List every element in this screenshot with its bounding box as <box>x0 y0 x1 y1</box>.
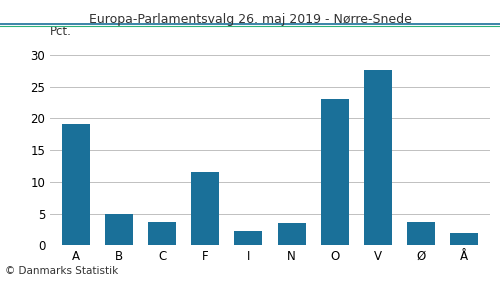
Bar <box>364 70 392 245</box>
Text: Pct.: Pct. <box>50 25 72 38</box>
Bar <box>62 124 90 245</box>
Bar <box>192 172 220 245</box>
Bar <box>278 223 305 245</box>
Bar <box>450 233 478 245</box>
Text: Europa-Parlamentsvalg 26. maj 2019 - Nørre-Snede: Europa-Parlamentsvalg 26. maj 2019 - Nør… <box>88 13 411 26</box>
Text: © Danmarks Statistik: © Danmarks Statistik <box>5 266 118 276</box>
Bar <box>407 222 435 245</box>
Bar <box>105 214 133 245</box>
Bar <box>148 222 176 245</box>
Bar <box>320 100 348 245</box>
Bar <box>234 231 262 245</box>
